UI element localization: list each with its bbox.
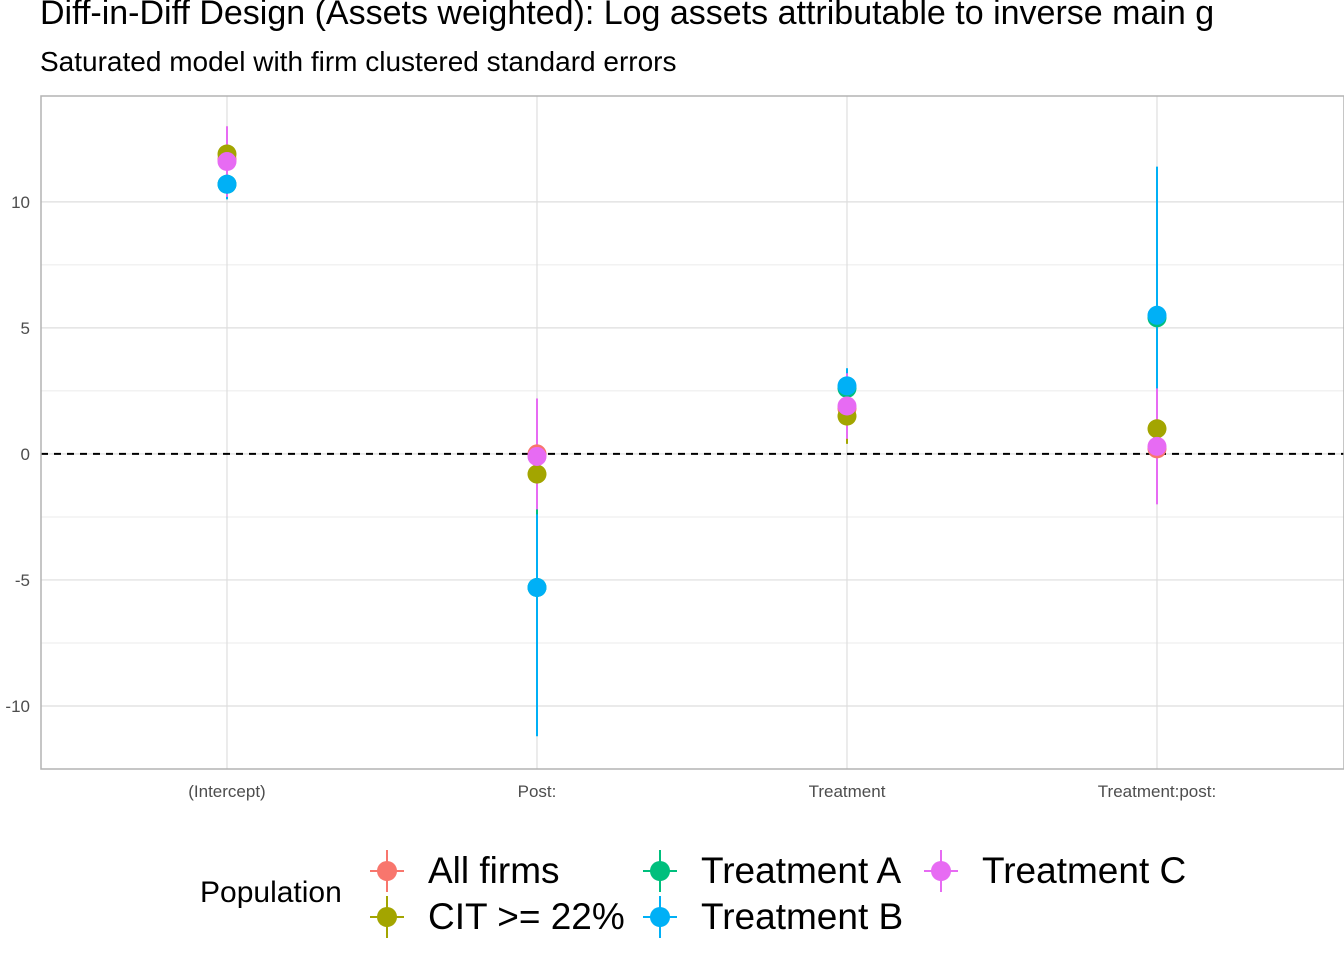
y-tick-label: -10 [5, 697, 30, 716]
legend-key-icon [924, 850, 958, 892]
legend-title: Population [200, 876, 342, 909]
panel-border [40, 95, 1344, 770]
y-tick-label: 0 [21, 445, 30, 464]
data-point [837, 376, 857, 396]
series-treatment-b [226, 166, 1158, 737]
legend-key-dot [650, 861, 670, 881]
legend-key-dot [377, 907, 397, 927]
legend-label: Treatment B [701, 896, 904, 937]
legend-item-cit-22: CIT >= 22% [368, 894, 625, 940]
points-all-firms [217, 149, 1167, 464]
chart-subtitle: Saturated model with firm clustered stan… [40, 46, 677, 77]
legend-label: Treatment A [701, 850, 902, 891]
x-tick-label: Post: [518, 782, 557, 801]
y-axis-ticks: -10 -5 0 5 10 [5, 193, 30, 716]
data-point [527, 464, 547, 484]
data-point [217, 174, 237, 194]
data-point [837, 396, 857, 416]
points-cit-22 [217, 144, 1167, 484]
series-treatment-a [226, 169, 1158, 734]
points-treatment-a [217, 174, 1167, 598]
data-point [1147, 305, 1167, 325]
x-axis-ticks: (Intercept) Post: Treatment Treatment:post: [188, 782, 1216, 801]
legend: Population All firms CIT >= 22% Treatment … [0, 840, 1344, 950]
data-point [1147, 436, 1167, 456]
series-treatment-c [226, 126, 1158, 510]
legend-label: Treatment C [982, 850, 1187, 891]
legend-key-icon [643, 896, 677, 938]
legend-key-icon [643, 850, 677, 892]
x-tick-label: Treatment:post: [1098, 782, 1216, 801]
x-tick-label: Treatment [809, 782, 886, 801]
legend-label: CIT >= 22% [428, 896, 625, 937]
legend-item-treatment-c: Treatment C [922, 848, 1186, 894]
y-tick-label: -5 [15, 571, 30, 590]
data-point [217, 152, 237, 172]
legend-key-icon [370, 896, 404, 938]
legend-key-dot [650, 907, 670, 927]
legend-key-dot [377, 861, 397, 881]
legend-item-all-firms: All firms [368, 848, 560, 894]
series-all-firms [226, 131, 1158, 505]
legend-key-dot [931, 861, 951, 881]
data-point [527, 446, 547, 466]
data-point [1147, 419, 1167, 439]
x-tick-label: (Intercept) [188, 782, 265, 801]
legend-item-treatment-a: Treatment A [641, 848, 901, 894]
y-tick-label: 5 [21, 319, 30, 338]
data-point [527, 578, 547, 598]
chart-title: Diff-in-Diff Design (Assets weighted): L… [40, 0, 1215, 32]
y-tick-label: 10 [11, 193, 30, 212]
points-treatment-c [217, 152, 1167, 466]
coefficient-plot: -10 -5 0 5 10 (Intercept) Post: Treatment Treat… [5, 95, 1344, 801]
points-treatment-b [217, 174, 1167, 598]
series-marks [217, 126, 1167, 737]
legend-label: All firms [428, 850, 560, 891]
legend-item-treatment-b: Treatment B [641, 894, 903, 940]
legend-key-icon [370, 850, 404, 892]
